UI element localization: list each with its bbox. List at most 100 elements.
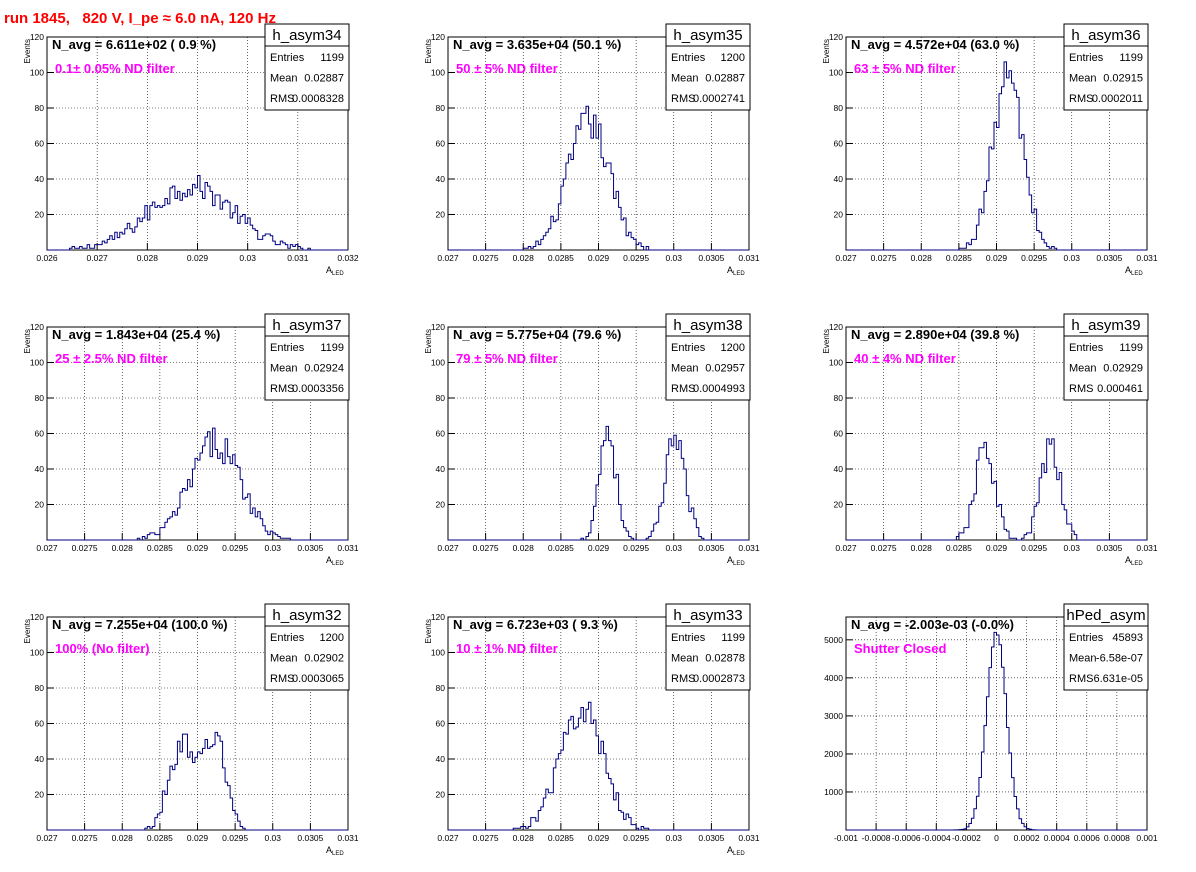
y-tick-label: 100 bbox=[30, 68, 44, 78]
y-tick-label: 4000 bbox=[824, 673, 843, 683]
y-axis-label: Events bbox=[822, 39, 831, 63]
x-tick-label: 0.029 bbox=[588, 543, 610, 553]
stats-label: RMS bbox=[1069, 383, 1093, 395]
stats-label: Mean bbox=[1069, 653, 1097, 665]
stats-value: 1199 bbox=[1119, 52, 1143, 64]
y-tick-label: 2000 bbox=[824, 749, 843, 759]
grid bbox=[47, 327, 348, 540]
stats-value: 6.631e-05 bbox=[1093, 673, 1143, 685]
grid bbox=[47, 617, 348, 830]
filter-annotation: Shutter Closed bbox=[854, 641, 947, 656]
stats-label: RMS bbox=[270, 383, 294, 395]
filter-annotation: 25 ± 2.5% ND filter bbox=[55, 351, 168, 366]
x-tick-label: 0.0275 bbox=[473, 253, 499, 263]
stats-box-frame bbox=[264, 603, 350, 691]
x-tick-label: 0.029 bbox=[187, 833, 209, 843]
x-tick-label: 0.03 bbox=[665, 833, 682, 843]
x-tick-label: 0.027 bbox=[36, 833, 58, 843]
y-tick-label: 80 bbox=[436, 103, 446, 113]
x-tick-label: 0.031 bbox=[287, 253, 309, 263]
stats-box-frame bbox=[665, 603, 751, 691]
x-tick-label: 0.031 bbox=[337, 543, 359, 553]
y-tick-label: 100 bbox=[30, 358, 44, 368]
x-axis-label: ALED bbox=[326, 845, 344, 857]
stats-label: RMS bbox=[1069, 673, 1093, 685]
x-axis-label: ALED bbox=[727, 265, 745, 277]
x-tick-label: 0.0285 bbox=[147, 833, 173, 843]
x-tick-label: 0.0305 bbox=[1096, 543, 1122, 553]
stats-value: 0.02924 bbox=[304, 363, 344, 375]
x-tick-label: 0.0275 bbox=[72, 543, 98, 553]
stats-label: Mean bbox=[270, 653, 298, 665]
grid bbox=[448, 327, 749, 540]
y-tick-label: 120 bbox=[30, 322, 44, 332]
x-tick-label: 0.029 bbox=[588, 253, 610, 263]
filter-annotation: 79 ± 5% ND filter bbox=[456, 351, 558, 366]
stats-label: RMS bbox=[1069, 93, 1093, 105]
x-tick-label: 0.0295 bbox=[623, 253, 649, 263]
stats-label: Entries bbox=[270, 52, 305, 64]
x-tick-label: 0.029 bbox=[187, 543, 209, 553]
histogram-name: h_asym39 bbox=[1071, 317, 1140, 334]
stats-value: 0.0008328 bbox=[292, 93, 344, 105]
x-tick-label: 0.0295 bbox=[1021, 253, 1047, 263]
histogram-line bbox=[47, 174, 348, 251]
stats-value: 1200 bbox=[721, 52, 745, 64]
run-title: run 1845, 820 V, I_pe ≈ 6.0 nA, 120 Hz bbox=[4, 10, 276, 27]
stats-label: RMS bbox=[671, 383, 695, 395]
x-tick-label: 0.028 bbox=[112, 833, 134, 843]
x-tick-label: 0 bbox=[994, 833, 999, 843]
x-tick-label: 0.028 bbox=[112, 543, 134, 553]
navg-title: N_avg = 4.572e+04 (63.0 %) bbox=[851, 37, 1019, 52]
x-tick-label: 0.031 bbox=[738, 833, 760, 843]
x-tick-label: 0.027 bbox=[835, 543, 857, 553]
ticks bbox=[447, 36, 750, 250]
y-tick-label: 80 bbox=[436, 393, 446, 403]
x-tick-label: 0.0305 bbox=[297, 543, 323, 553]
y-tick-label: 120 bbox=[431, 322, 445, 332]
x-tick-label: 0.0285 bbox=[548, 833, 574, 843]
stats-label: Entries bbox=[1069, 52, 1104, 64]
x-tick-label: 0.0305 bbox=[1096, 253, 1122, 263]
stats-label: RMS bbox=[270, 93, 294, 105]
ticks bbox=[845, 36, 1148, 250]
x-tick-label: 0.0004 bbox=[1044, 833, 1070, 843]
stats-box: h_asym39 Entries 1199 Mean 0.02929 RMS 0.00046… bbox=[1063, 313, 1149, 401]
x-tick-label: 0.0275 bbox=[473, 833, 499, 843]
x-tick-label: 0.03 bbox=[1063, 253, 1080, 263]
stats-label: Mean bbox=[270, 363, 298, 375]
histogram-line bbox=[47, 427, 348, 541]
navg-title: N_avg = 6.723e+03 ( 9.3 %) bbox=[453, 617, 618, 632]
x-tick-label: 0.026 bbox=[36, 253, 58, 263]
x-tick-label: 0.029 bbox=[986, 253, 1008, 263]
stats-value: 0.02957 bbox=[705, 363, 745, 375]
x-tick-label: 0.028 bbox=[137, 253, 159, 263]
y-tick-label: 40 bbox=[834, 464, 844, 474]
y-tick-label: 60 bbox=[35, 429, 45, 439]
stats-value: 0.0002741 bbox=[693, 93, 745, 105]
stats-value: 1200 bbox=[320, 632, 344, 644]
x-tick-label: 0.0295 bbox=[222, 543, 248, 553]
y-tick-label: 20 bbox=[35, 790, 45, 800]
y-tick-label: 120 bbox=[829, 322, 843, 332]
stats-box: h_asym37 Entries 1199 Mean 0.02924 RMS0.00033… bbox=[264, 313, 350, 401]
stats-label: RMS bbox=[671, 93, 695, 105]
panel-hPed_asym: -0.001 -0.0008 -0.0006 -0.0004 -0.0002 0 0.000… bbox=[824, 603, 1158, 843]
stats-value: -6.58e-07 bbox=[1096, 653, 1143, 665]
filter-annotation: 63 ± 5% ND filter bbox=[854, 61, 956, 76]
stats-value: 0.02887 bbox=[705, 73, 745, 85]
x-tick-label: 0.0275 bbox=[72, 833, 98, 843]
stats-box-frame bbox=[665, 23, 751, 111]
stats-value: 0.0003356 bbox=[292, 383, 344, 395]
stats-label: Entries bbox=[270, 632, 305, 644]
stats-label: Entries bbox=[1069, 342, 1104, 354]
y-tick-label: 100 bbox=[431, 648, 445, 658]
panel-h_asym37: 0.027 0.0275 0.028 0.0285 0.029 0.0295 0.03 0.0… bbox=[23, 313, 359, 567]
histogram-name: h_asym32 bbox=[272, 607, 341, 624]
stats-box: h_asym33 Entries 1199 Mean 0.02878 RMS0.00028… bbox=[665, 603, 751, 691]
x-axis-label: ALED bbox=[1125, 555, 1143, 567]
navg-title: N_avg = 1.843e+04 (25.4 %) bbox=[52, 327, 220, 342]
grid bbox=[448, 37, 749, 250]
filter-annotation: 10 ± 1% ND filter bbox=[456, 641, 558, 656]
